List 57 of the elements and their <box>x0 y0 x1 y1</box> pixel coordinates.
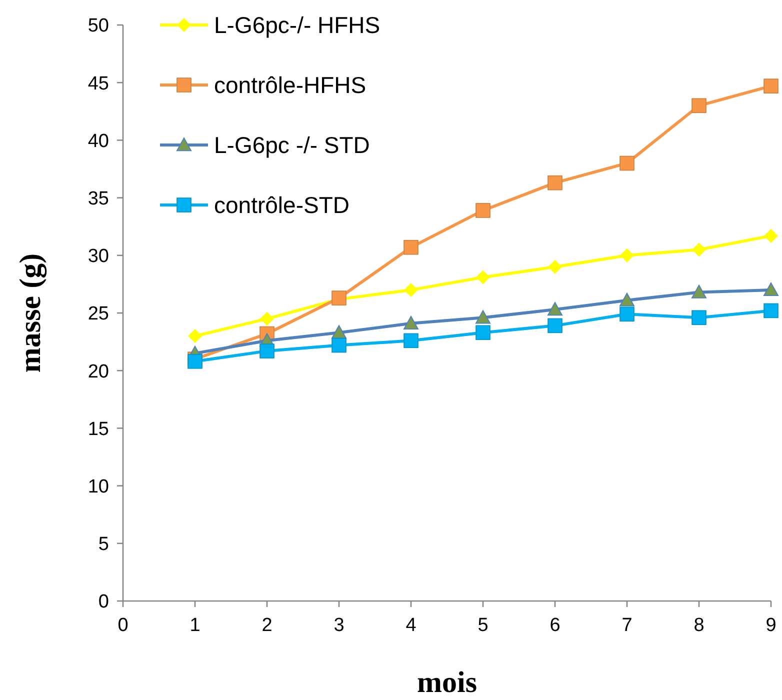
y-tick-label: 20 <box>88 361 109 382</box>
point <box>548 318 562 334</box>
point <box>548 175 562 190</box>
point <box>764 282 778 296</box>
point <box>692 98 706 114</box>
x-tick-label: 1 <box>190 615 200 636</box>
point <box>476 310 490 324</box>
y-axis-title: masse (g) <box>14 253 47 373</box>
point <box>692 310 706 326</box>
y-tick-label: 50 <box>88 16 109 37</box>
y-tick-label: 15 <box>88 418 109 440</box>
point <box>764 303 778 318</box>
point <box>692 242 706 257</box>
x-tick-label: 5 <box>478 615 488 636</box>
x-tick-label: 3 <box>334 615 344 636</box>
y-tick-label: 45 <box>88 73 109 94</box>
y-tick-label: 25 <box>88 304 109 325</box>
legend-label: contrôle-STD <box>214 192 350 218</box>
point <box>188 329 202 344</box>
point <box>260 312 274 326</box>
point <box>332 338 346 353</box>
point <box>548 260 562 274</box>
x-tick-label: 4 <box>406 615 417 636</box>
y-tick-label: 30 <box>88 246 109 268</box>
legend-label: contrôle-HFHS <box>214 72 366 98</box>
x-tick-label: 2 <box>262 615 272 636</box>
point <box>404 240 418 255</box>
point <box>404 282 418 297</box>
x-tick-label: 0 <box>118 615 128 636</box>
point <box>476 270 490 284</box>
point <box>476 325 490 340</box>
point <box>188 354 202 369</box>
legend-label: L-G6pc-/- HFHS <box>214 12 380 38</box>
point <box>764 228 778 243</box>
point <box>620 156 634 171</box>
x-tick-label: 8 <box>694 615 704 636</box>
y-tick-label: 35 <box>88 188 109 210</box>
point <box>404 333 418 348</box>
point <box>764 78 778 94</box>
x-tick-label: 6 <box>550 615 560 636</box>
point <box>692 284 706 298</box>
point <box>404 316 418 330</box>
point <box>620 248 634 262</box>
y-tick-label: 5 <box>98 534 109 556</box>
x-axis-title: mois <box>417 666 477 699</box>
x-tick-label: 7 <box>622 615 632 636</box>
point <box>620 292 634 306</box>
y-tick-label: 10 <box>88 476 109 498</box>
point <box>332 325 346 339</box>
point <box>260 344 274 358</box>
point <box>476 203 490 218</box>
x-tick-label: 9 <box>766 615 776 636</box>
legend-label: L-G6pc -/- STD <box>214 132 370 158</box>
point <box>620 306 634 322</box>
y-tick-label: 40 <box>88 130 109 152</box>
point <box>548 302 562 316</box>
y-tick-label: 0 <box>98 592 109 613</box>
